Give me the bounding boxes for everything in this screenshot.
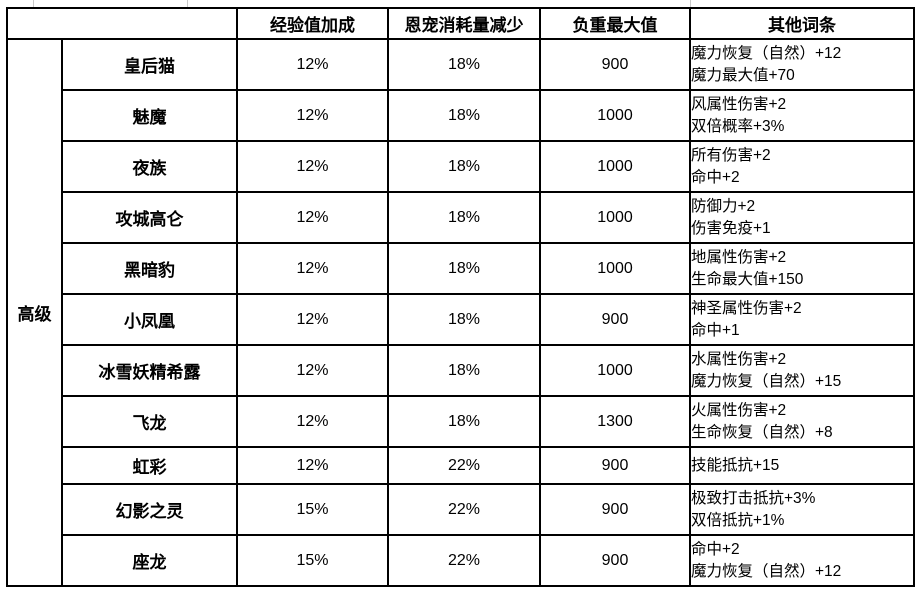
pet-name-cell: 座龙 [61,534,238,587]
table-row: 飞龙 12% 18% 1300 火属性伤害+2 生命恢复（自然）+8 [7,395,915,448]
pet-name-cell: 虹彩 [61,446,238,485]
other-entry-line: 生命最大值+150 [691,270,804,288]
other-entry-line: 魔力恢复（自然）+12 [691,562,842,580]
other-entries-cell: 神圣属性伤害+2 命中+1 [689,293,915,346]
consumption-reduction-cell: 18% [387,395,541,448]
consumption-reduction-cell: 18% [387,191,541,244]
other-entries-cell: 火属性伤害+2 生命恢复（自然）+8 [689,395,915,448]
other-entry-line: 命中+2 [691,168,740,186]
max-weight-cell: 900 [539,483,691,536]
pet-name-cell: 小凤凰 [61,293,238,346]
max-weight-cell: 900 [539,38,691,91]
other-entry-line: 风属性伤害+2 [691,95,787,113]
exp-bonus-cell: 12% [236,344,389,397]
max-weight-cell: 1000 [539,344,691,397]
exp-bonus-cell: 12% [236,293,389,346]
exp-bonus-cell: 12% [236,191,389,244]
other-entries-cell: 地属性伤害+2 生命最大值+150 [689,242,915,295]
exp-bonus-cell: 12% [236,89,389,142]
consumption-reduction-cell: 18% [387,242,541,295]
pet-name-cell: 夜族 [61,140,238,193]
corner-header-cell [6,7,238,40]
other-entry-line: 火属性伤害+2 [691,401,787,419]
consumption-reduction-cell: 18% [387,89,541,142]
other-entries-cell: 命中+2 魔力恢复（自然）+12 [689,534,915,587]
column-header-other-entries: 其他词条 [689,7,915,40]
table-row: 座龙 15% 22% 900 命中+2 魔力恢复（自然）+12 [7,534,915,587]
pet-name-cell: 幻影之灵 [61,483,238,536]
consumption-reduction-cell: 22% [387,446,541,485]
exp-bonus-cell: 12% [236,446,389,485]
other-entry-line: 魔力恢复（自然）+12 [691,44,842,62]
other-entry-line: 魔力最大值+70 [691,66,795,84]
table-row: 幻影之灵 15% 22% 900 极致打击抵抗+3% 双倍抵抗+1% [7,483,915,536]
other-entry-line: 双倍概率+3% [691,117,785,135]
other-entry-line: 地属性伤害+2 [691,248,787,266]
other-entry-line: 水属性伤害+2 [691,350,787,368]
header-row: 经验值加成 恩宠消耗量减少 负重最大值 其他词条 [6,7,915,40]
other-entries-cell: 魔力恢复（自然）+12 魔力最大值+70 [689,38,915,91]
other-entries-cell: 防御力+2 伤害免疫+1 [689,191,915,244]
column-header-consumption-reduction: 恩宠消耗量减少 [387,7,541,40]
gridline-stub [690,0,691,8]
tier-label-cell: 高级 [6,38,63,587]
other-entry-line: 伤害免疫+1 [691,219,771,237]
other-entry-line: 神圣属性伤害+2 [691,299,802,317]
consumption-reduction-cell: 22% [387,534,541,587]
consumption-reduction-cell: 18% [387,140,541,193]
gridline-stub [33,0,34,8]
exp-bonus-cell: 12% [236,38,389,91]
pet-name-cell: 攻城高仑 [61,191,238,244]
other-entry-line: 双倍抵抗+1% [691,511,785,529]
table-row: 魅魔 12% 18% 1000 风属性伤害+2 双倍概率+3% [7,89,915,142]
other-entries-cell: 极致打击抵抗+3% 双倍抵抗+1% [689,483,915,536]
other-entry-line: 命中+2 [691,540,740,558]
pet-name-cell: 魅魔 [61,89,238,142]
consumption-reduction-cell: 18% [387,38,541,91]
consumption-reduction-cell: 22% [387,483,541,536]
other-entries-cell: 所有伤害+2 命中+2 [689,140,915,193]
column-header-max-weight: 负重最大值 [539,7,691,40]
other-entries-cell: 技能抵抗+15 [689,446,915,485]
max-weight-cell: 1000 [539,140,691,193]
pet-name-cell: 黑暗豹 [61,242,238,295]
consumption-reduction-cell: 18% [387,344,541,397]
table-row: 攻城高仑 12% 18% 1000 防御力+2 伤害免疫+1 [7,191,915,244]
other-entry-line: 极致打击抵抗+3% [691,489,816,507]
max-weight-cell: 900 [539,293,691,346]
max-weight-cell: 1000 [539,242,691,295]
exp-bonus-cell: 12% [236,242,389,295]
pet-name-cell: 冰雪妖精希露 [61,344,238,397]
max-weight-cell: 900 [539,534,691,587]
table-row: 高级 皇后猫 12% 18% 900 魔力恢复（自然）+12 魔力最大值+70 [6,38,915,587]
other-entry-line: 技能抵抗+15 [691,456,780,474]
exp-bonus-cell: 15% [236,534,389,587]
pet-tier-table: 经验值加成 恩宠消耗量减少 负重最大值 其他词条 高级 皇后猫 12% 18% 900 魔… [6,7,915,587]
table-row: 虹彩 12% 22% 900 技能抵抗+15 [7,446,915,485]
max-weight-cell: 1000 [539,191,691,244]
consumption-reduction-cell: 18% [387,293,541,346]
table-row: 夜族 12% 18% 1000 所有伤害+2 命中+2 [7,140,915,193]
column-header-exp-bonus: 经验值加成 [236,7,389,40]
other-entries-cell: 风属性伤害+2 双倍概率+3% [689,89,915,142]
exp-bonus-cell: 15% [236,483,389,536]
table-row: 冰雪妖精希露 12% 18% 1000 水属性伤害+2 魔力恢复（自然）+15 [7,344,915,397]
other-entry-line: 所有伤害+2 [691,146,771,164]
max-weight-cell: 1000 [539,89,691,142]
table-row: 黑暗豹 12% 18% 1000 地属性伤害+2 生命最大值+150 [7,242,915,295]
table-row: 小凤凰 12% 18% 900 神圣属性伤害+2 命中+1 [7,293,915,346]
max-weight-cell: 1300 [539,395,691,448]
max-weight-cell: 900 [539,446,691,485]
pet-name-cell: 皇后猫 [61,38,238,91]
other-entry-line: 魔力恢复（自然）+15 [691,372,842,390]
exp-bonus-cell: 12% [236,395,389,448]
gridline-stub [187,0,188,8]
other-entry-line: 命中+1 [691,321,740,339]
other-entry-line: 防御力+2 [691,197,756,215]
other-entries-cell: 水属性伤害+2 魔力恢复（自然）+15 [689,344,915,397]
other-entry-line: 生命恢复（自然）+8 [691,423,833,441]
pet-name-cell: 飞龙 [61,395,238,448]
exp-bonus-cell: 12% [236,140,389,193]
